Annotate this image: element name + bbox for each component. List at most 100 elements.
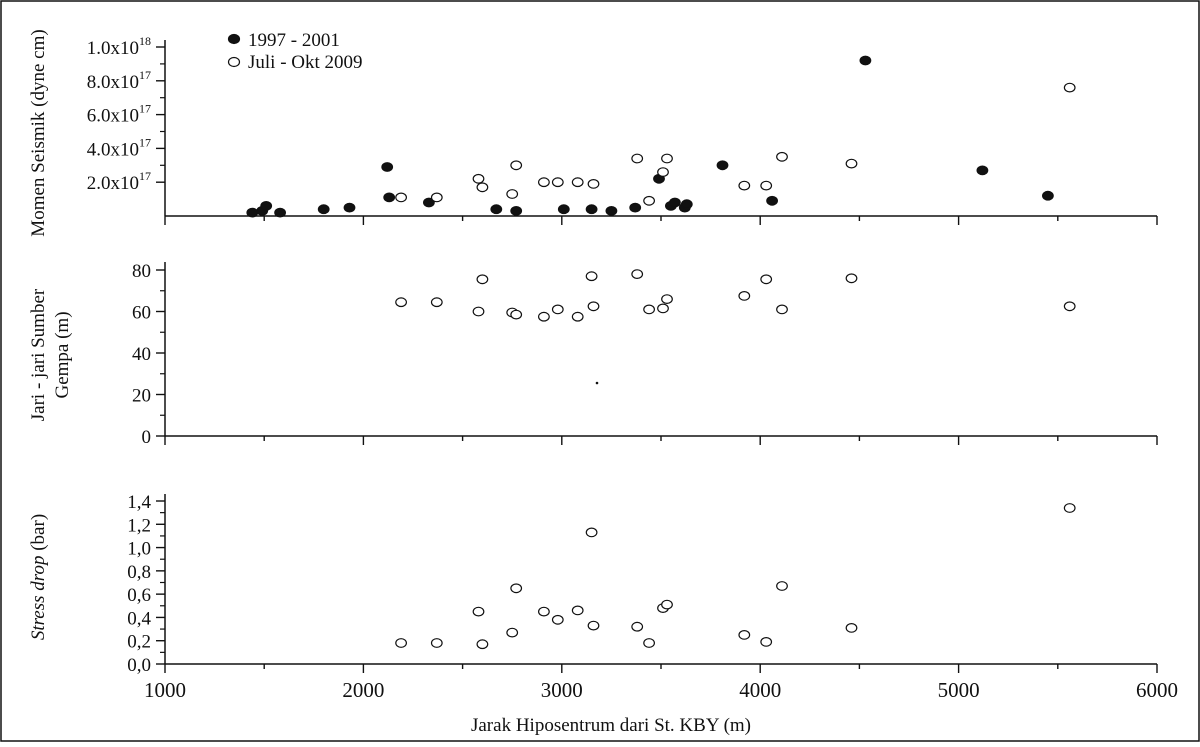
- data-point-1997-2001: [716, 160, 729, 171]
- legend: 1997 - 2001 Juli - Okt 2009: [227, 30, 363, 73]
- data-point-2009: [657, 303, 669, 314]
- data-point-2009: [510, 583, 523, 594]
- x-axis-label: Jarak Hiposentrum dari St. KBY (m): [471, 715, 751, 736]
- data-point-2009: [631, 621, 644, 632]
- data-point-2009: [587, 620, 600, 631]
- data-point-2009: [738, 291, 751, 301]
- data-point-1997-2001: [490, 204, 503, 215]
- data-point-2009: [395, 192, 408, 203]
- x-tick-label: 3000: [541, 678, 583, 702]
- data-point-2009: [395, 638, 408, 648]
- data-point-2009: [643, 304, 655, 315]
- data-point-1997-2001: [510, 205, 523, 216]
- panel3-y-tick-label: 0,2: [127, 632, 151, 653]
- data-point-2009: [643, 638, 655, 648]
- panel1-y-tick-label: 2.0x1017: [87, 169, 151, 194]
- legend-marker-open: [227, 56, 241, 68]
- data-point-2009: [1063, 301, 1076, 312]
- data-point-1997-2001: [260, 200, 273, 211]
- data-point-2009: [571, 177, 584, 188]
- data-point-2009: [551, 177, 564, 188]
- data-point-2009: [551, 614, 564, 625]
- tick-exponent: 17: [139, 169, 151, 183]
- panel3-y-tick-label: 0,8: [127, 562, 151, 583]
- data-point-2009: [472, 306, 485, 317]
- panel2-y-tick-label: 40: [132, 344, 151, 365]
- data-point-2009: [510, 309, 523, 320]
- data-point-2009: [551, 304, 564, 315]
- data-point-2009: [430, 297, 443, 308]
- x-tick-label: 5000: [938, 678, 980, 702]
- panel2-y-axis-label-line2: Gempa (m): [52, 311, 73, 398]
- panel-stress-drop: 0,00,2 0,40,60,81,0 1,21,4 1000 2000 3000 400…: [28, 492, 1178, 702]
- data-point-2009: [538, 177, 550, 188]
- data-point-1997-2001: [1041, 190, 1054, 201]
- tick-exponent: 17: [139, 102, 151, 116]
- stray-dot: [595, 381, 599, 385]
- data-point-2009: [738, 180, 751, 191]
- data-point-2009: [510, 160, 523, 171]
- panel2-y-tick-label: 80: [132, 261, 151, 282]
- tick-mantissa: 2.0x10: [87, 173, 139, 194]
- x-tick-label: 2000: [342, 678, 384, 702]
- data-point-1997-2001: [317, 204, 330, 215]
- data-point-2009: [760, 274, 773, 285]
- data-point-1997-2001: [766, 195, 778, 206]
- tick-exponent: 18: [139, 34, 151, 48]
- data-point-2009: [845, 623, 858, 633]
- data-point-2009: [587, 178, 600, 189]
- panel1-y-tick-label: 4.0x1017: [87, 135, 151, 160]
- data-point-2009: [571, 605, 584, 616]
- data-point-1997-2001: [605, 205, 618, 216]
- legend-marker-filled: [227, 33, 241, 45]
- data-point-1997-2001: [274, 207, 287, 218]
- data-point-1997-2001: [557, 204, 570, 215]
- panel3-y-tick-label: 0,4: [127, 608, 151, 629]
- tick-mantissa: 6.0x10: [87, 106, 139, 127]
- data-point-2009: [430, 192, 443, 203]
- panel3-y-tick-label: 1,2: [127, 515, 151, 536]
- data-point-2009: [776, 151, 788, 162]
- x-tick-label: 4000: [739, 678, 781, 702]
- panel1-y-axis-label: Momen Seismik (dyne cm): [28, 29, 49, 236]
- data-point-2009: [538, 311, 550, 322]
- data-point-2009: [760, 637, 773, 647]
- tick-exponent: 17: [139, 135, 151, 149]
- data-point-2009: [585, 271, 598, 282]
- panel1-y-tick-label: 8.0x1017: [87, 68, 151, 93]
- data-point-1997-2001: [859, 55, 872, 66]
- panel1-y-tick-label: 1.0x1018: [87, 34, 151, 59]
- data-point-2009: [738, 630, 751, 640]
- panel3-y-tick-label: 0,0: [127, 655, 151, 676]
- data-point-1997-2001: [383, 192, 396, 203]
- panel3-y-tick-label: 0,6: [127, 585, 151, 606]
- data-point-2009: [657, 167, 669, 178]
- data-point-2009: [571, 311, 584, 322]
- data-point-2009: [661, 599, 673, 610]
- data-point-2009: [661, 294, 673, 305]
- data-point-2009: [476, 639, 489, 650]
- data-point-2009: [430, 638, 443, 648]
- panel2-y-tick-label: 20: [132, 386, 151, 407]
- panel2-y-tick-label: 0: [142, 427, 152, 448]
- tick-mantissa: 4.0x10: [87, 139, 139, 160]
- data-point-2009: [845, 273, 858, 284]
- legend-label-juli-okt-2009: Juli - Okt 2009: [248, 52, 363, 73]
- data-point-2009: [760, 180, 773, 191]
- data-point-1997-2001: [343, 202, 356, 213]
- data-point-2009: [476, 274, 489, 285]
- data-point-2009: [587, 301, 600, 312]
- data-point-2009: [776, 581, 788, 591]
- data-point-2009: [472, 606, 485, 617]
- data-point-2009: [1063, 503, 1076, 513]
- panel2-y-axis-label-line1: Jari - jari Sumber: [28, 288, 49, 421]
- data-point-1997-2001: [629, 202, 642, 213]
- data-point-2009: [538, 606, 550, 617]
- tick-mantissa: 1.0x10: [87, 38, 139, 59]
- data-point-2009: [776, 304, 788, 315]
- data-point-1997-2001: [669, 197, 681, 208]
- data-point-2009: [631, 153, 644, 164]
- data-point-2009: [661, 153, 673, 164]
